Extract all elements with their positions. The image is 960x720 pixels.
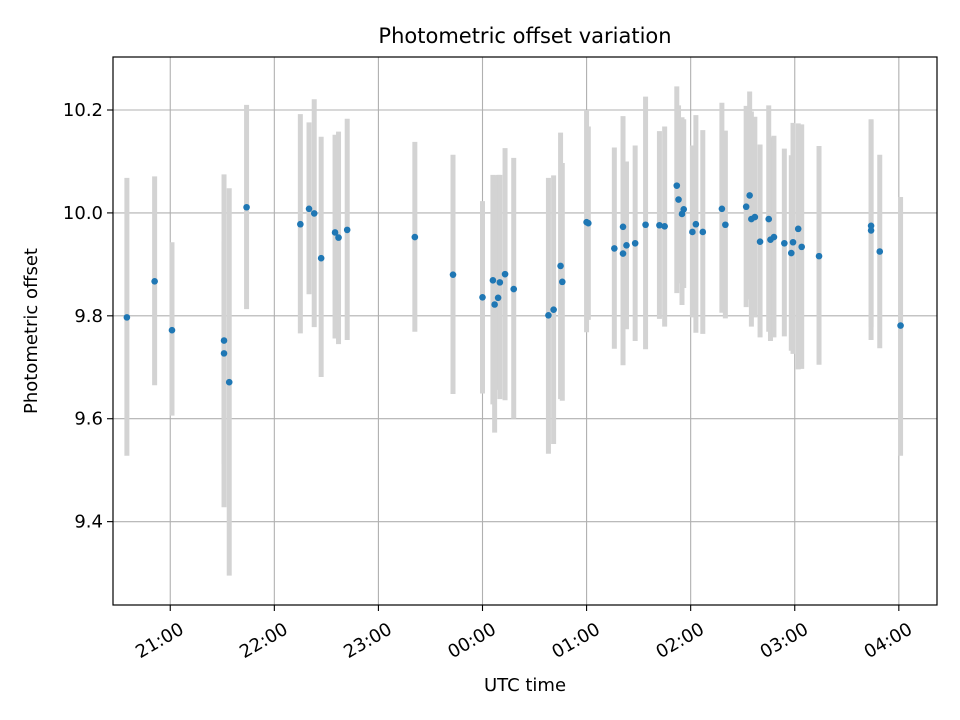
data-point: [623, 242, 630, 249]
data-point: [789, 238, 797, 246]
data-point: [225, 378, 233, 386]
data-point: [243, 203, 250, 211]
data-point: [557, 262, 564, 270]
data-point: [661, 222, 668, 230]
data-point: [494, 294, 502, 302]
data-point: [675, 196, 682, 203]
data-point: [123, 314, 131, 321]
data-point: [787, 249, 795, 257]
data-point: [305, 205, 313, 213]
x-tick-label: 22:00: [236, 619, 291, 663]
data-point: [168, 326, 176, 334]
data-points: [123, 182, 904, 386]
y-tick-label: 9.4: [74, 512, 103, 533]
y-tick-label: 9.6: [74, 409, 103, 430]
y-tick-label: 9.8: [74, 306, 103, 327]
x-tick-label: 03:00: [757, 619, 812, 663]
data-point: [510, 285, 518, 293]
data-point: [876, 248, 884, 255]
data-point: [765, 215, 773, 223]
data-point: [545, 312, 552, 319]
data-point: [585, 219, 592, 227]
data-point: [689, 228, 696, 236]
x-tick-label: 00:00: [444, 619, 499, 663]
data-point: [642, 221, 649, 229]
data-point: [692, 220, 700, 228]
data-point: [722, 221, 729, 229]
data-point: [491, 301, 498, 308]
data-point: [699, 228, 707, 236]
data-point: [781, 239, 788, 247]
data-point: [897, 322, 904, 329]
chart-title: Photometric offset variation: [378, 24, 671, 48]
x-tick-label: 23:00: [340, 619, 395, 663]
data-point: [550, 306, 557, 313]
data-point: [151, 278, 158, 285]
data-point: [756, 238, 764, 246]
data-point: [489, 277, 497, 284]
data-point: [496, 279, 504, 286]
x-axis-label: UTC time: [484, 675, 566, 696]
x-tick-label: 21:00: [132, 619, 187, 663]
data-point: [611, 245, 618, 252]
x-tick-label: 01:00: [548, 619, 603, 663]
data-point: [794, 225, 802, 233]
data-point: [673, 182, 681, 189]
plot-frame: [112, 56, 938, 606]
data-point: [742, 203, 750, 211]
data-point: [558, 278, 566, 286]
data-point: [411, 233, 419, 241]
data-point: [770, 233, 778, 241]
data-point: [718, 205, 726, 213]
y-tick-label: 10.0: [63, 203, 103, 224]
x-tick-label: 04:00: [861, 619, 916, 663]
data-point: [220, 337, 228, 344]
y-tick-label: 10.2: [63, 100, 103, 121]
data-point: [297, 220, 304, 228]
plot-background: [113, 57, 937, 605]
data-point: [746, 192, 753, 199]
data-point: [335, 234, 342, 241]
x-tick-label: 02:00: [652, 619, 707, 663]
data-point: [619, 223, 627, 231]
data-point: [317, 254, 325, 262]
x-axis-ticks: 21:00 22:00 23:00 00:00 01:00 02:00 03:00 04:00: [132, 605, 916, 663]
data-point: [449, 271, 457, 278]
data-point: [619, 250, 627, 257]
data-point: [656, 221, 663, 229]
data-point: [751, 213, 759, 221]
data-point: [867, 222, 875, 230]
data-point: [501, 270, 509, 278]
data-point: [310, 210, 318, 217]
y-axis-ticks: 9.4 9.6 9.8 10.0 10.2: [63, 100, 113, 533]
data-point: [867, 227, 875, 234]
data-point: [479, 293, 486, 301]
data-point: [331, 229, 339, 236]
data-point: [631, 239, 639, 247]
data-point: [220, 350, 228, 357]
y-axis-label: Photometric offset: [21, 248, 42, 414]
data-point: [343, 226, 351, 234]
data-point: [680, 206, 688, 213]
data-point: [815, 252, 823, 260]
data-point: [798, 243, 805, 251]
